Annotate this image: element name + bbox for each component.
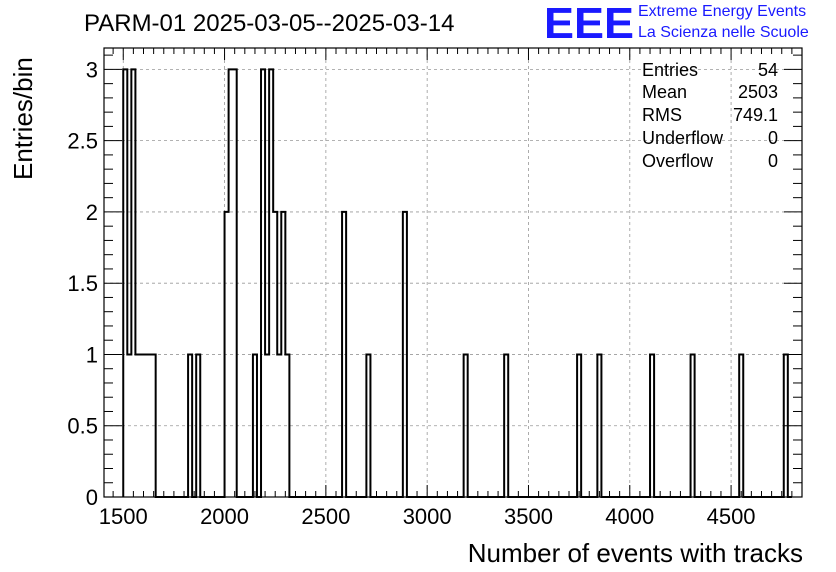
- plot-title: PARM-01 2025-03-05--2025-03-14: [84, 10, 455, 37]
- y-tick-label: 1.5: [67, 271, 98, 296]
- x-tick-label: 3000: [403, 504, 452, 529]
- stat-mean-value: 2503: [737, 82, 778, 102]
- x-tick-label: 3500: [504, 504, 553, 529]
- eee-logo: EEE: [544, 2, 634, 42]
- stat-rms-value: 749.1: [732, 105, 778, 125]
- y-tick-label: 3: [86, 57, 98, 82]
- logo-line-2: La Scienza nelle Scuole: [638, 24, 809, 41]
- stat-entries-value: 54: [757, 60, 778, 80]
- x-tick-label: 2500: [301, 504, 350, 529]
- x-tick-label: 4500: [707, 504, 756, 529]
- stat-overflow-label: Overflow: [642, 151, 714, 171]
- stat-underflow-label: Underflow: [642, 128, 724, 148]
- stat-rms-label: RMS: [642, 105, 682, 125]
- grid-lines: [104, 48, 802, 498]
- y-tick-label: 2.5: [67, 129, 98, 154]
- x-axis-label: Number of events with tracks: [467, 538, 803, 568]
- y-tick-label: 0: [86, 485, 98, 510]
- stat-mean-label: Mean: [642, 82, 688, 102]
- axes: 1500 2000 2500 3000 3500 4000 4500 0 0.5 1 1.5 2 2.5…: [67, 47, 803, 529]
- plot-frame: [103, 47, 803, 498]
- y-axis-label: Entries/bin: [8, 57, 38, 180]
- stat-overflow-value: 0: [767, 151, 778, 171]
- stat-entries-label: Entries: [642, 60, 699, 80]
- x-tick-label: 2000: [200, 504, 249, 529]
- y-tick-label: 1: [86, 342, 98, 367]
- x-tick-label: 4000: [605, 504, 654, 529]
- logo-line-1: Extreme Energy Events: [638, 3, 807, 20]
- stat-underflow-value: 0: [767, 128, 778, 148]
- logo-mark: EEE: [544, 2, 634, 42]
- x-tick-label: 1500: [99, 504, 148, 529]
- y-tick-label: 0.5: [67, 414, 98, 439]
- y-axis-label-box: Entries/bin: [8, 57, 38, 190]
- y-tick-label: 2: [86, 200, 98, 225]
